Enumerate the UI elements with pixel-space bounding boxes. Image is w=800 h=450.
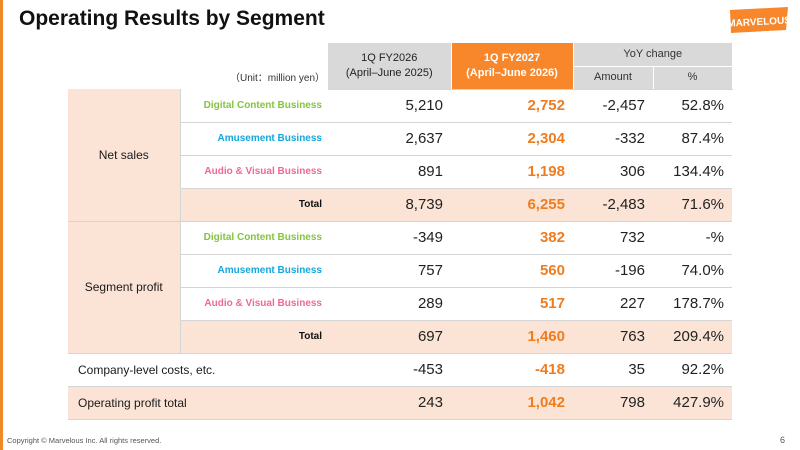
yoy-percent: 427.9% — [653, 386, 733, 420]
yoy-percent: 92.2% — [653, 353, 733, 387]
current-value: 2,304 — [451, 122, 573, 156]
group-label-net-sales: Net sales — [68, 89, 181, 222]
header-yoy-change: YoY change — [573, 43, 733, 67]
yoy-percent: 178.7% — [653, 287, 733, 321]
yoy-amount: 35 — [573, 353, 653, 387]
yoy-amount: -332 — [573, 122, 653, 156]
segment-label: Total — [180, 320, 328, 354]
table-row: Audio & Visual Business 891 1,198 306 13… — [68, 155, 733, 189]
group-label-segment-profit: Segment profit — [68, 221, 181, 354]
table-row: Segment profit Digital Content Business … — [68, 221, 733, 354]
current-value: -418 — [451, 353, 573, 387]
current-value: 1,042 — [451, 386, 573, 420]
segment-results-table: 1Q FY2026 (April–June 2025) 1Q FY2027 (A… — [68, 43, 733, 420]
current-value: 1,460 — [451, 320, 573, 354]
table-row: Amusement Business 757 560 -196 74.0% — [68, 254, 733, 288]
yoy-percent: 71.6% — [653, 188, 733, 222]
prev-value: 243 — [328, 386, 451, 420]
table-row: Amusement Business 2,637 2,304 -332 87.4… — [68, 122, 733, 156]
prev-value: -453 — [328, 353, 451, 387]
yoy-amount: -2,457 — [573, 89, 653, 123]
unit-label: （Unit：million yen） — [230, 73, 326, 84]
segment-label: Audio & Visual Business — [180, 155, 328, 189]
prev-value: 757 — [328, 254, 451, 288]
segment-label: Digital Content Business — [180, 221, 328, 255]
segment-label: Audio & Visual Business — [180, 287, 328, 321]
page-title: Operating Results by Segment — [19, 7, 325, 30]
table-row-company-costs: Company-level costs, etc. -453 -418 35 9… — [68, 353, 733, 387]
header-current-period: 1Q FY2027 (April–June 2026) — [451, 43, 574, 90]
page-number: 6 — [780, 435, 786, 445]
yoy-amount: 732 — [573, 221, 653, 255]
current-value: 517 — [451, 287, 573, 321]
marvelous-logo: MARVELOUS — [727, 4, 792, 41]
table-row-total: Total 8,739 6,255 -2,483 71.6% — [68, 188, 733, 222]
header-prev-period: 1Q FY2026 (April–June 2025) — [328, 43, 452, 90]
yoy-percent: 134.4% — [653, 155, 733, 189]
segment-label: Digital Content Business — [180, 89, 328, 123]
prev-value: 289 — [328, 287, 451, 321]
current-value: 2,752 — [451, 89, 573, 123]
svg-text:MARVELOUS: MARVELOUS — [728, 15, 790, 29]
table-row-total: Total 697 1,460 763 209.4% — [68, 320, 733, 354]
yoy-percent: 74.0% — [653, 254, 733, 288]
header-spacer — [68, 43, 328, 66]
current-value: 560 — [451, 254, 573, 288]
segment-label: Amusement Business — [180, 122, 328, 156]
segment-label: Amusement Business — [180, 254, 328, 288]
header-amount: Amount — [573, 66, 654, 90]
yoy-amount: -2,483 — [573, 188, 653, 222]
prev-value: 2,637 — [328, 122, 451, 156]
yoy-amount: 227 — [573, 287, 653, 321]
left-accent-bar — [0, 0, 3, 450]
row-label: Company-level costs, etc. — [68, 353, 328, 387]
segment-label: Total — [180, 188, 328, 222]
prev-value: 697 — [328, 320, 451, 354]
prev-value: -349 — [328, 221, 451, 255]
header-spacer-2 — [68, 66, 328, 89]
table-row: Audio & Visual Business 289 517 227 178.… — [68, 287, 733, 321]
copyright-footer: Copyright © Marvelous Inc. All rights re… — [7, 436, 162, 445]
yoy-amount: 306 — [573, 155, 653, 189]
current-value: 6,255 — [451, 188, 573, 222]
current-value: 1,198 — [451, 155, 573, 189]
yoy-amount: 798 — [573, 386, 653, 420]
table-row: Net sales Digital Content Business 5,210… — [68, 89, 733, 222]
prev-value: 8,739 — [328, 188, 451, 222]
prev-value: 5,210 — [328, 89, 451, 123]
yoy-amount: -196 — [573, 254, 653, 288]
table-row-operating-profit: Operating profit total 243 1,042 798 427… — [68, 386, 733, 420]
yoy-percent: 209.4% — [653, 320, 733, 354]
prev-value: 891 — [328, 155, 451, 189]
header-percent: % — [653, 66, 733, 90]
yoy-amount: 763 — [573, 320, 653, 354]
current-value: 382 — [451, 221, 573, 255]
row-label: Operating profit total — [68, 386, 328, 420]
yoy-percent: 52.8% — [653, 89, 733, 123]
yoy-percent: 87.4% — [653, 122, 733, 156]
yoy-percent: -% — [653, 221, 733, 255]
